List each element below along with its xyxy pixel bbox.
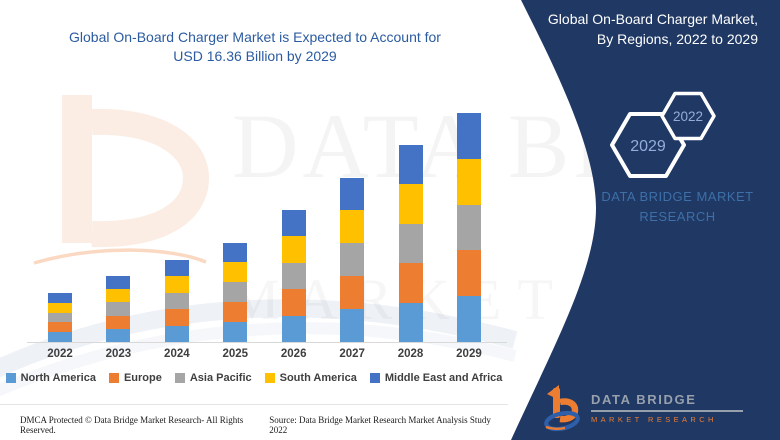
x-axis-label-2022: 2022 [47,348,73,360]
bar-segment-middle-east-and-africa-2025 [223,242,248,263]
bar-segment-middle-east-and-africa-2022 [48,293,72,303]
footer-source: Source: Data Bridge Market Research Mark… [269,415,491,435]
x-axis-label-2026: 2026 [280,348,307,360]
x-axis-line [27,342,507,343]
bar-segment-europe-2027 [340,276,365,310]
legend-swatch-south-america [264,373,275,383]
bar-segment-europe-2023 [106,315,131,329]
bar-segment-europe-2022 [48,322,72,333]
bar-2026 [281,210,306,342]
legend-label: North America [20,372,96,384]
legend-item-north-america: North America [5,372,96,384]
bar-2024 [164,259,189,342]
bar-segment-europe-2025 [223,302,248,323]
brand-wordmark-line1: DATA BRIDGE MARKET [601,189,754,204]
brand-wordmark-line2: RESEARCH [639,209,716,225]
bar-segment-middle-east-and-africa-2029 [456,112,481,159]
bar-segment-middle-east-and-africa-2023 [106,276,131,290]
bar-2023 [106,276,131,342]
x-axis-label-2023: 2023 [105,348,132,360]
x-axis-label-2027: 2027 [339,348,365,360]
bar-segment-asia-pacific-2027 [340,243,365,277]
legend-item-europe: Europe [108,372,162,384]
bar-2028 [398,145,423,342]
bar-segment-middle-east-and-africa-2024 [164,259,189,276]
legend-swatch-europe [108,373,119,383]
bar-segment-north-america-2027 [340,309,365,342]
bar-segment-north-america-2025 [223,322,248,342]
bar-segment-europe-2028 [398,263,423,303]
legend-label: South America [279,372,357,384]
bar-segment-middle-east-and-africa-2027 [340,177,365,211]
hexagon-2022-label: 2022 [673,109,703,124]
bar-2027 [340,177,365,342]
legend-label: Middle East and Africa [384,372,503,384]
bar-segment-north-america-2029 [456,296,481,342]
dbmr-logo-mark [544,385,580,432]
bar-segment-asia-pacific-2026 [281,262,306,290]
bar-2025 [223,242,248,342]
x-axis-labels: 2022 2023 2024 2025 2026 2027 2028 2029 [47,348,482,360]
bar-segment-middle-east-and-africa-2026 [281,210,306,237]
legend-swatch-north-america [5,373,16,383]
x-axis-label-2028: 2028 [397,348,424,360]
dbmr-logo-text: DATA BRIDGE MARKET RESEARCH [591,383,743,424]
bar-segment-south-america-2025 [223,262,248,283]
dbmr-logo-tagline: MARKET RESEARCH [591,415,717,424]
legend-label: Asia Pacific [189,372,252,384]
footer-copyright: DMCA Protected © Data Bridge Market Rese… [20,415,244,435]
legend-item-asia-pacific: Asia Pacific [174,372,252,384]
legend-swatch-asia-pacific [174,373,185,383]
bar-segment-asia-pacific-2028 [398,223,423,264]
bar-2029 [456,112,481,342]
chart-title-line1: Global On-Board Charger Market is Expect… [69,29,441,45]
bar-segment-north-america-2028 [398,302,423,342]
bar-segment-north-america-2022 [48,332,72,342]
bar-segment-south-america-2027 [340,210,365,244]
bar-segment-asia-pacific-2025 [223,282,248,303]
bar-segment-north-america-2023 [106,328,131,342]
bar-segment-south-america-2024 [164,276,189,293]
chart-title: Global On-Board Charger Market is Expect… [30,28,480,66]
x-axis-label-2025: 2025 [222,348,249,360]
bar-segment-asia-pacific-2023 [106,302,131,316]
bar-segment-asia-pacific-2022 [48,312,72,323]
bar-segment-south-america-2028 [398,184,423,224]
legend-swatch-middle-east-and-africa [369,373,380,383]
x-axis-label-2024: 2024 [164,348,190,360]
chart-legend: North America Europe Asia Pacific South Ame… [0,372,508,384]
bar-segment-europe-2026 [281,289,306,316]
bar-segment-south-america-2029 [456,158,481,205]
x-axis-label-2029: 2029 [456,348,482,360]
legend-label: Europe [123,372,162,384]
hexagon-2029-label: 2029 [630,138,666,155]
brand-wordmark: DATA BRIDGE MARKET RESEARCH [575,187,780,227]
bar-segment-north-america-2026 [281,315,306,342]
bar-segment-south-america-2023 [106,289,131,303]
legend-item-middle-east-and-africa: Middle East and Africa [369,372,503,384]
panel-title: Global On-Board Charger Market, By Regio… [547,11,758,47]
bar-segment-asia-pacific-2029 [456,204,481,251]
bar-segment-middle-east-and-africa-2028 [398,145,423,185]
legend-item-south-america: South America [264,372,357,384]
bar-segment-south-america-2022 [48,302,72,313]
bar-2022 [48,293,72,342]
logo-b-bowl [559,398,579,423]
bar-segment-asia-pacific-2024 [164,292,189,309]
footer: DMCA Protected © Data Bridge Market Rese… [0,404,508,435]
bar-segment-europe-2024 [164,309,189,326]
dbmr-logo-name: DATA BRIDGE [591,392,743,412]
bar-segment-south-america-2026 [281,236,306,263]
dbmr-logo: DATA BRIDGE MARKET RESEARCH [544,383,743,433]
bar-segment-north-america-2024 [164,325,189,342]
chart-title-line2: USD 16.36 Billion by 2029 [173,47,337,64]
bar-segment-europe-2029 [456,250,481,297]
bar-plot [48,110,481,342]
